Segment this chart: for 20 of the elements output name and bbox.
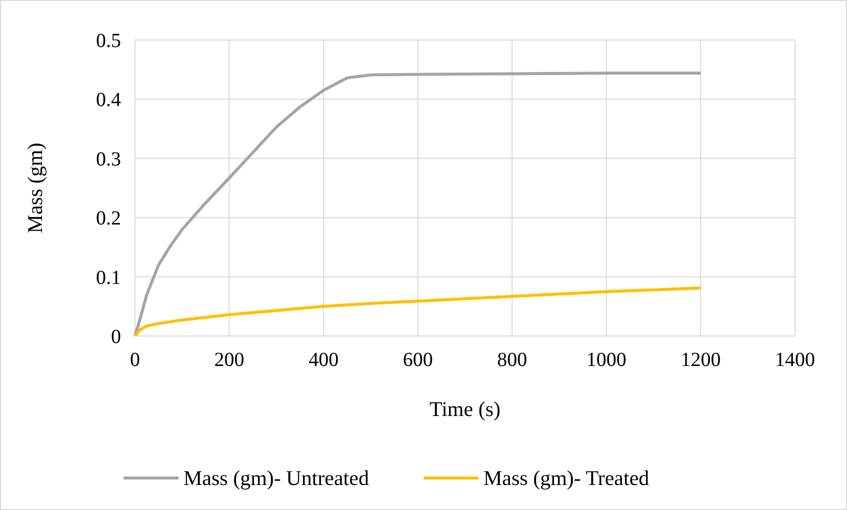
legend-label: Mass (gm)- Untreated <box>184 466 370 490</box>
y-tick-label: 0.1 <box>96 266 121 289</box>
y-tick-label: 0.3 <box>96 148 121 170</box>
x-tick-label: 800 <box>497 349 528 371</box>
legend-label: Mass (gm)- Treated <box>484 466 650 490</box>
x-tick-label: 1400 <box>775 349 815 371</box>
x-tick-label: 1000 <box>586 349 626 371</box>
x-tick-label: 200 <box>214 349 244 371</box>
y-tick-label: 0.2 <box>96 208 121 230</box>
x-tick-label: 600 <box>402 349 433 371</box>
y-tick-label: 0.4 <box>96 89 121 112</box>
x-tick-label: 1200 <box>680 349 721 371</box>
y-axis-title: Mass (gm) <box>23 142 47 234</box>
x-tick-label: 400 <box>308 349 339 371</box>
line-series <box>134 286 702 338</box>
x-axis-title: Time (s) <box>430 397 500 421</box>
line-series <box>134 72 702 338</box>
x-tick-label: 0 <box>130 349 140 371</box>
y-tick-label: 0.5 <box>96 30 121 52</box>
y-tick-label: 0 <box>111 326 121 348</box>
